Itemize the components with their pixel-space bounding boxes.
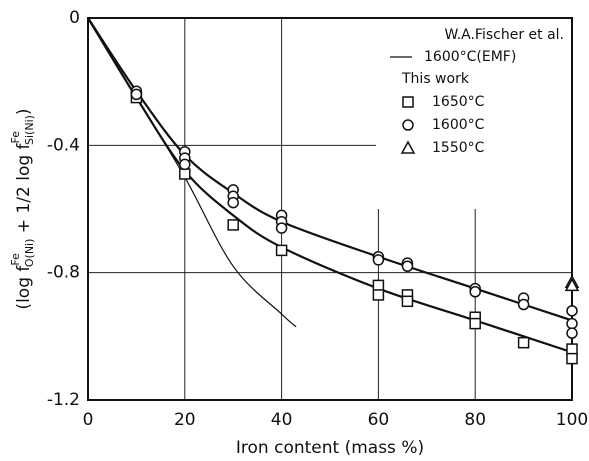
x-tick-label: 0 xyxy=(83,410,94,430)
y-axis-label-part: Fe xyxy=(9,253,22,266)
marker-circle xyxy=(401,260,414,273)
marker-circle xyxy=(469,286,481,298)
y-axis-label-part: Fe xyxy=(9,131,22,144)
y-tick-label: -0.8 xyxy=(47,263,80,283)
legend-group-title: W.A.Fischer et al. xyxy=(444,27,564,43)
legend-group-title: This work xyxy=(401,71,470,87)
marker-square xyxy=(469,317,481,330)
x-tick-label: 80 xyxy=(464,410,486,430)
marker-circle xyxy=(227,196,239,209)
marker-circle xyxy=(130,88,143,101)
marker-square xyxy=(179,168,191,180)
marker-circle xyxy=(566,327,578,339)
y-tick-label: -0.4 xyxy=(47,135,80,155)
y-axis-label-part: + 1/2 log f xyxy=(14,142,34,238)
x-tick-label: 60 xyxy=(368,410,390,430)
marker-triangle xyxy=(564,277,580,292)
reference-curve xyxy=(87,17,297,328)
marker-circle xyxy=(566,305,578,317)
x-tick-label: 20 xyxy=(174,410,196,430)
x-tick-label: 40 xyxy=(271,410,293,430)
y-tick-label: 0 xyxy=(69,8,80,28)
plot-frame xyxy=(87,17,573,401)
marker-circle xyxy=(372,254,385,266)
marker-circle xyxy=(179,158,191,171)
legend-marker xyxy=(400,140,416,154)
marker-circle xyxy=(566,317,578,330)
marker-circle xyxy=(517,298,530,311)
y-axis-label-part: (log f xyxy=(14,265,34,310)
y-axis-label-part: ) xyxy=(14,108,34,115)
y-axis-label: (log fFeO(Ni) + 1/2 log fFeSi(Ni)) xyxy=(9,108,36,309)
marker-square xyxy=(566,343,578,355)
x-tick-label: 100 xyxy=(556,410,588,430)
legend-marker xyxy=(402,119,414,131)
marker-square xyxy=(372,289,385,301)
marker-square xyxy=(372,279,385,292)
y-axis-label-part: Si(Ni) xyxy=(23,115,36,145)
marker-square xyxy=(401,295,414,308)
marker-square xyxy=(566,352,578,365)
marker-square xyxy=(275,244,288,257)
legend-label: 1600°C(EMF) xyxy=(424,49,516,65)
y-axis-label-part: O(Ni) xyxy=(23,239,36,268)
legend-marker xyxy=(402,96,414,108)
legend-label: 1650°C xyxy=(432,94,485,110)
marker-square xyxy=(517,336,530,349)
x-axis-label: Iron content (mass %) xyxy=(236,438,424,458)
marker-circle xyxy=(275,222,288,234)
legend-box xyxy=(376,19,571,209)
y-tick-label: -1.2 xyxy=(47,390,80,410)
legend-label: 1600°C xyxy=(432,117,485,133)
legend-label: 1550°C xyxy=(432,140,485,156)
marker-square xyxy=(227,219,239,231)
